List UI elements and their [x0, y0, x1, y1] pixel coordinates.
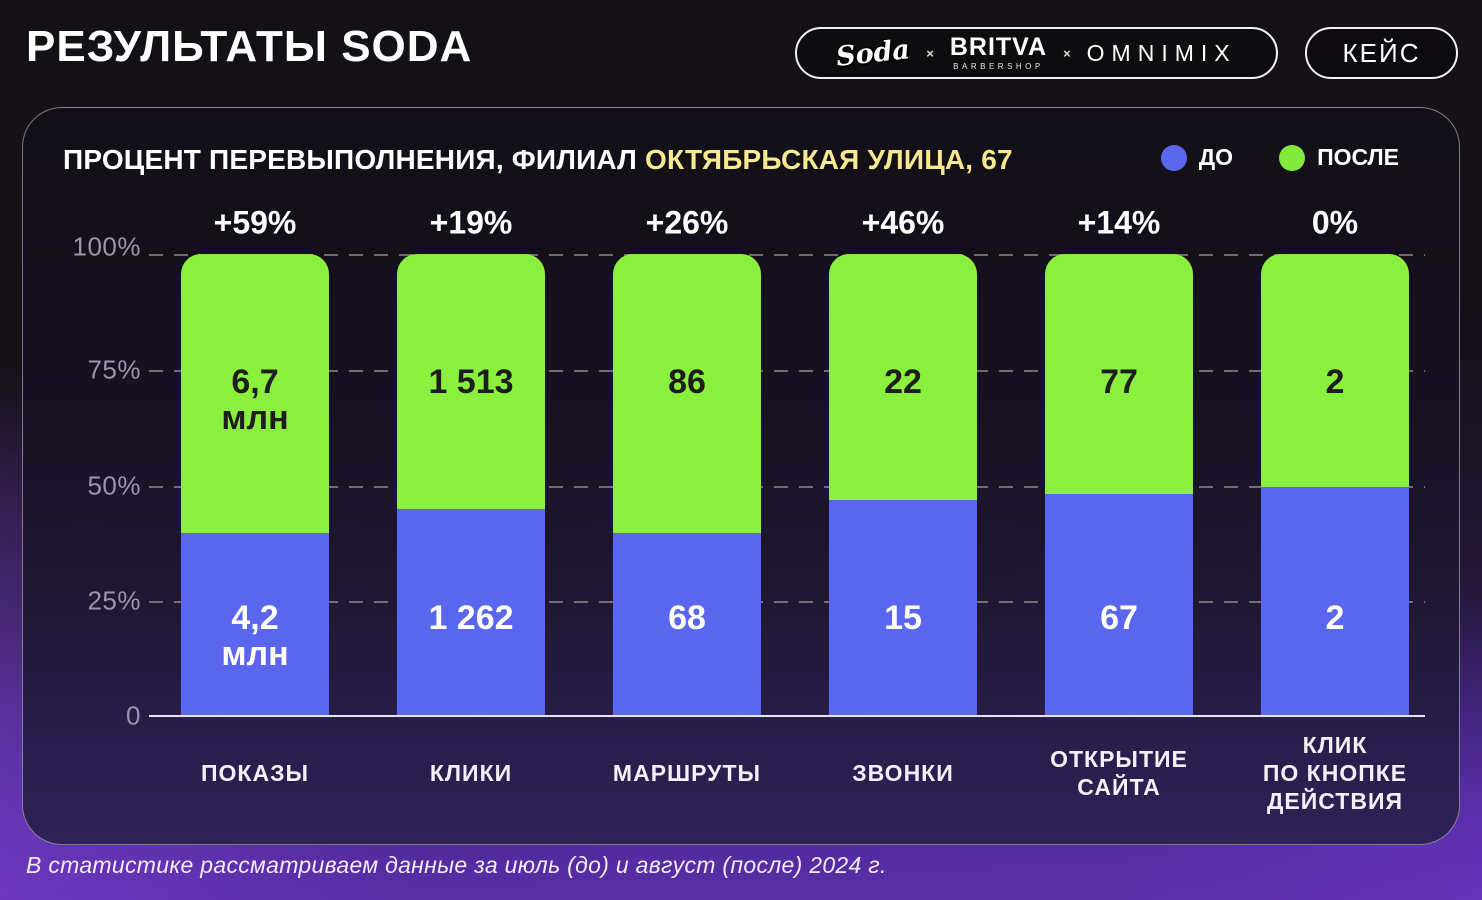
value-before: 1 262 — [428, 599, 514, 637]
britva-logo-sub: BARBERSHOP — [953, 62, 1044, 71]
x-axis-label: ПОКАЗЫ — [201, 759, 309, 786]
chart-title-main: ПРОЦЕНТ ПЕРЕВЫПОЛНЕНИЯ, ФИЛИАЛ — [63, 144, 638, 175]
value-before: 4,2 млн — [221, 599, 289, 673]
y-tick-100: 100% — [72, 231, 141, 262]
brand-bar: Soda × BRITVA BARBERSHOP × OMNIMIX — [795, 27, 1278, 79]
delta-label: +19% — [429, 204, 513, 241]
value-before: 67 — [1100, 599, 1138, 637]
case-button[interactable]: КЕЙС — [1305, 27, 1458, 79]
y-tick-25: 25% — [87, 585, 141, 616]
legend-dot-after — [1279, 144, 1306, 171]
segment-before — [181, 533, 329, 717]
stacked-bar — [1045, 254, 1193, 717]
gridline-25 — [149, 601, 1425, 603]
value-after: 2 — [1325, 363, 1345, 401]
stacked-bar — [1261, 254, 1409, 717]
gridline-75 — [149, 370, 1425, 372]
legend-label-before: ДО — [1198, 144, 1234, 170]
x-axis-label: ОТКРЫТИЕ САЙТА — [1050, 745, 1188, 800]
delta-label: +26% — [645, 204, 729, 241]
chart-column: +46% 22 15 ЗВОНКИ — [829, 205, 977, 786]
stacked-bar — [613, 254, 761, 717]
chart-title-highlight: ОКТЯБРЬСКАЯ УЛИЦА, 67 — [645, 144, 1013, 175]
segment-before — [613, 533, 761, 717]
x-axis-label: КЛИК ПО КНОПКЕ ДЕЙСТВИЯ — [1262, 731, 1408, 815]
value-after: 77 — [1100, 363, 1138, 401]
segment-after — [181, 254, 329, 533]
legend: ДО ПОСЛЕ — [1160, 144, 1399, 171]
legend-item-before: ДО — [1160, 144, 1234, 171]
chart-column: +26% 86 68 МАРШРУТЫ — [613, 205, 761, 786]
gridline-50 — [149, 486, 1425, 488]
segment-after — [397, 254, 545, 509]
chart-plot-area: 100% 75% 50% 25% 0 +59% 6,7 млн 4,2 млн ПОК… — [23, 205, 1461, 814]
soda-logo: Soda — [834, 33, 912, 73]
y-tick-0: 0 — [126, 700, 141, 731]
delta-label: +59% — [213, 204, 297, 241]
footnote: В статистике рассматриваем данные за июл… — [26, 852, 887, 878]
value-before: 68 — [668, 599, 706, 637]
x-axis-line — [149, 715, 1425, 717]
x-axis-label: КЛИКИ — [429, 759, 513, 786]
x-axis-label: ЗВОНКИ — [852, 759, 954, 786]
stacked-bar — [397, 254, 545, 717]
brand-separator-icon: × — [1063, 45, 1071, 61]
stacked-bar — [181, 254, 329, 717]
chart-column: +19% 1 513 1 262 КЛИКИ — [397, 205, 545, 786]
y-tick-75: 75% — [87, 354, 141, 385]
stacked-bar — [829, 254, 977, 717]
gridline-100 — [149, 254, 1425, 256]
brand-separator-icon: × — [926, 45, 934, 61]
value-after: 22 — [884, 363, 922, 401]
segment-before — [829, 500, 977, 717]
segment-before — [1261, 487, 1409, 717]
page-title: РЕЗУЛЬТАТЫ SODA — [26, 22, 473, 71]
chart-column: 0% 2 2 КЛИК ПО КНОПКЕ ДЕЙСТВИЯ — [1261, 205, 1409, 814]
legend-dot-before — [1160, 144, 1187, 171]
value-before: 15 — [884, 599, 922, 637]
chart-column: +59% 6,7 млн 4,2 млн ПОКАЗЫ — [181, 205, 329, 786]
segment-after — [613, 254, 761, 533]
value-before: 2 — [1325, 599, 1345, 637]
segment-after — [829, 254, 977, 500]
delta-label: 0% — [1311, 204, 1359, 241]
chart-card: ПРОЦЕНТ ПЕРЕВЫПОЛНЕНИЯ, ФИЛИАЛ ОКТЯБРЬСК… — [22, 107, 1460, 845]
value-after: 1 513 — [428, 363, 514, 401]
chart-column: +14% 77 67 ОТКРЫТИЕ САЙТА — [1045, 205, 1193, 800]
y-tick-50: 50% — [87, 470, 141, 501]
britva-logo-main: BRITVA — [949, 33, 1048, 61]
chart-title: ПРОЦЕНТ ПЕРЕВЫПОЛНЕНИЯ, ФИЛИАЛ ОКТЯБРЬСК… — [63, 144, 1013, 176]
x-axis-label: МАРШРУТЫ — [612, 759, 762, 786]
segment-before — [1045, 494, 1193, 717]
segment-after — [1261, 254, 1409, 487]
legend-item-after: ПОСЛЕ — [1279, 144, 1399, 171]
segment-before — [397, 509, 545, 717]
segment-after — [1045, 254, 1193, 494]
delta-label: +14% — [1077, 204, 1161, 241]
delta-label: +46% — [861, 204, 945, 241]
omnimix-logo: OMNIMIX — [1086, 39, 1237, 66]
britva-logo: BRITVA BARBERSHOP — [950, 35, 1047, 71]
value-after: 6,7 млн — [221, 363, 289, 437]
legend-label-after: ПОСЛЕ — [1317, 144, 1399, 170]
value-after: 86 — [668, 363, 706, 401]
